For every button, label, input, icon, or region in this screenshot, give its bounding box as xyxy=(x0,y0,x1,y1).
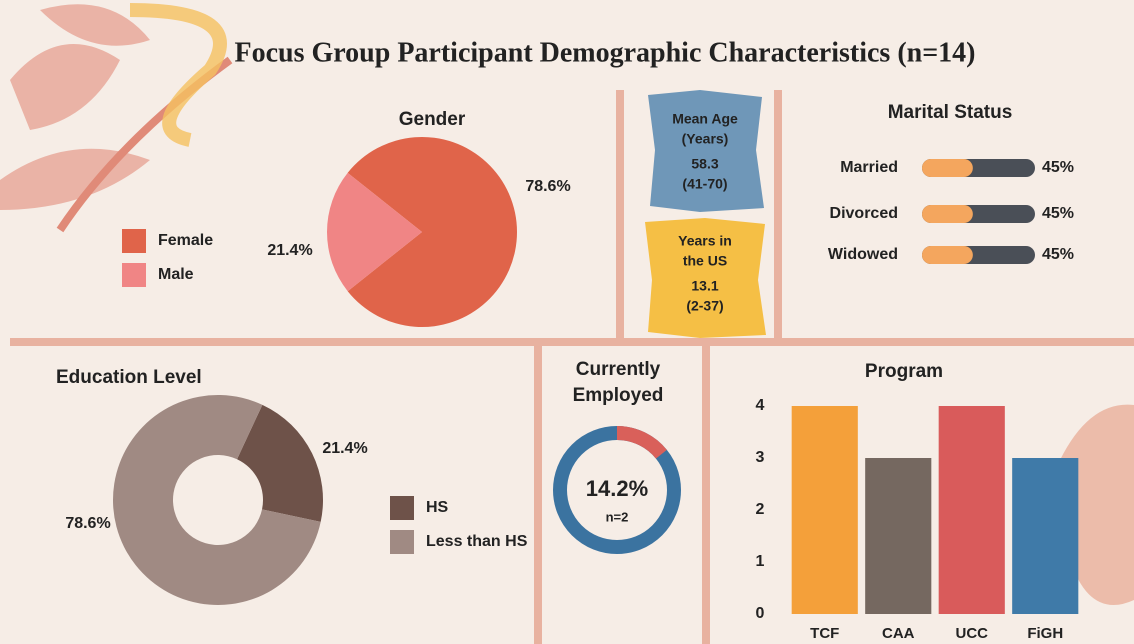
chart-title: Education Level xyxy=(56,367,202,388)
chart-title: Gender xyxy=(399,109,466,130)
legend-label: Less than HS xyxy=(426,533,528,550)
stat-label: the US xyxy=(683,253,727,269)
bar xyxy=(939,406,1005,614)
legend-label: HS xyxy=(426,499,449,516)
stat-label: (Years) xyxy=(682,131,729,147)
stat-value: 58.3 xyxy=(691,156,718,172)
page-title: Focus Group Participant Demographic Char… xyxy=(234,37,975,68)
value-label: 45% xyxy=(1042,159,1074,176)
y-tick-label: 2 xyxy=(756,501,765,518)
infographic: Focus Group Participant Demographic Char… xyxy=(0,0,1134,644)
value-label: 21.4% xyxy=(322,440,367,457)
category-label: Widowed xyxy=(828,246,898,263)
y-tick-label: 4 xyxy=(756,397,765,414)
y-tick-label: 0 xyxy=(756,605,765,622)
value-label: 45% xyxy=(1042,246,1074,263)
stat-box xyxy=(648,90,764,212)
y-tick-label: 1 xyxy=(756,553,765,570)
value-label: 45% xyxy=(1042,205,1074,222)
legend-swatch xyxy=(390,496,414,520)
x-tick-label: FiGH xyxy=(1027,625,1063,642)
category-label: Married xyxy=(840,159,898,176)
bar xyxy=(922,246,973,264)
value-label: 14.2% xyxy=(586,476,648,501)
stat-value: 13.1 xyxy=(691,278,718,294)
legend-label: Male xyxy=(158,266,194,283)
bar xyxy=(922,159,973,177)
bar xyxy=(922,205,973,223)
legend-swatch xyxy=(390,530,414,554)
chart-title: Program xyxy=(865,361,943,382)
stat-label: Mean Age xyxy=(672,111,738,127)
annotation: n=2 xyxy=(606,509,629,524)
bar xyxy=(865,458,931,614)
stat-label: Years in xyxy=(678,233,732,249)
chart-title: Currently xyxy=(576,359,661,380)
value-label: 78.6% xyxy=(525,178,570,195)
bar xyxy=(1012,458,1078,614)
legend-swatch xyxy=(122,263,146,287)
chart-title: Employed xyxy=(573,385,664,406)
bar xyxy=(792,406,858,614)
y-tick-label: 3 xyxy=(756,449,765,466)
chart-title: Marital Status xyxy=(888,102,1013,123)
value-label: 78.6% xyxy=(65,515,110,532)
legend-label: Female xyxy=(158,232,213,249)
x-tick-label: UCC xyxy=(956,625,989,642)
stat-range: (2-37) xyxy=(686,298,723,314)
x-tick-label: TCF xyxy=(810,625,839,642)
legend-swatch xyxy=(122,229,146,253)
x-tick-label: CAA xyxy=(882,625,915,642)
stat-range: (41-70) xyxy=(682,176,727,192)
value-label: 21.4% xyxy=(267,242,312,259)
category-label: Divorced xyxy=(830,205,898,222)
